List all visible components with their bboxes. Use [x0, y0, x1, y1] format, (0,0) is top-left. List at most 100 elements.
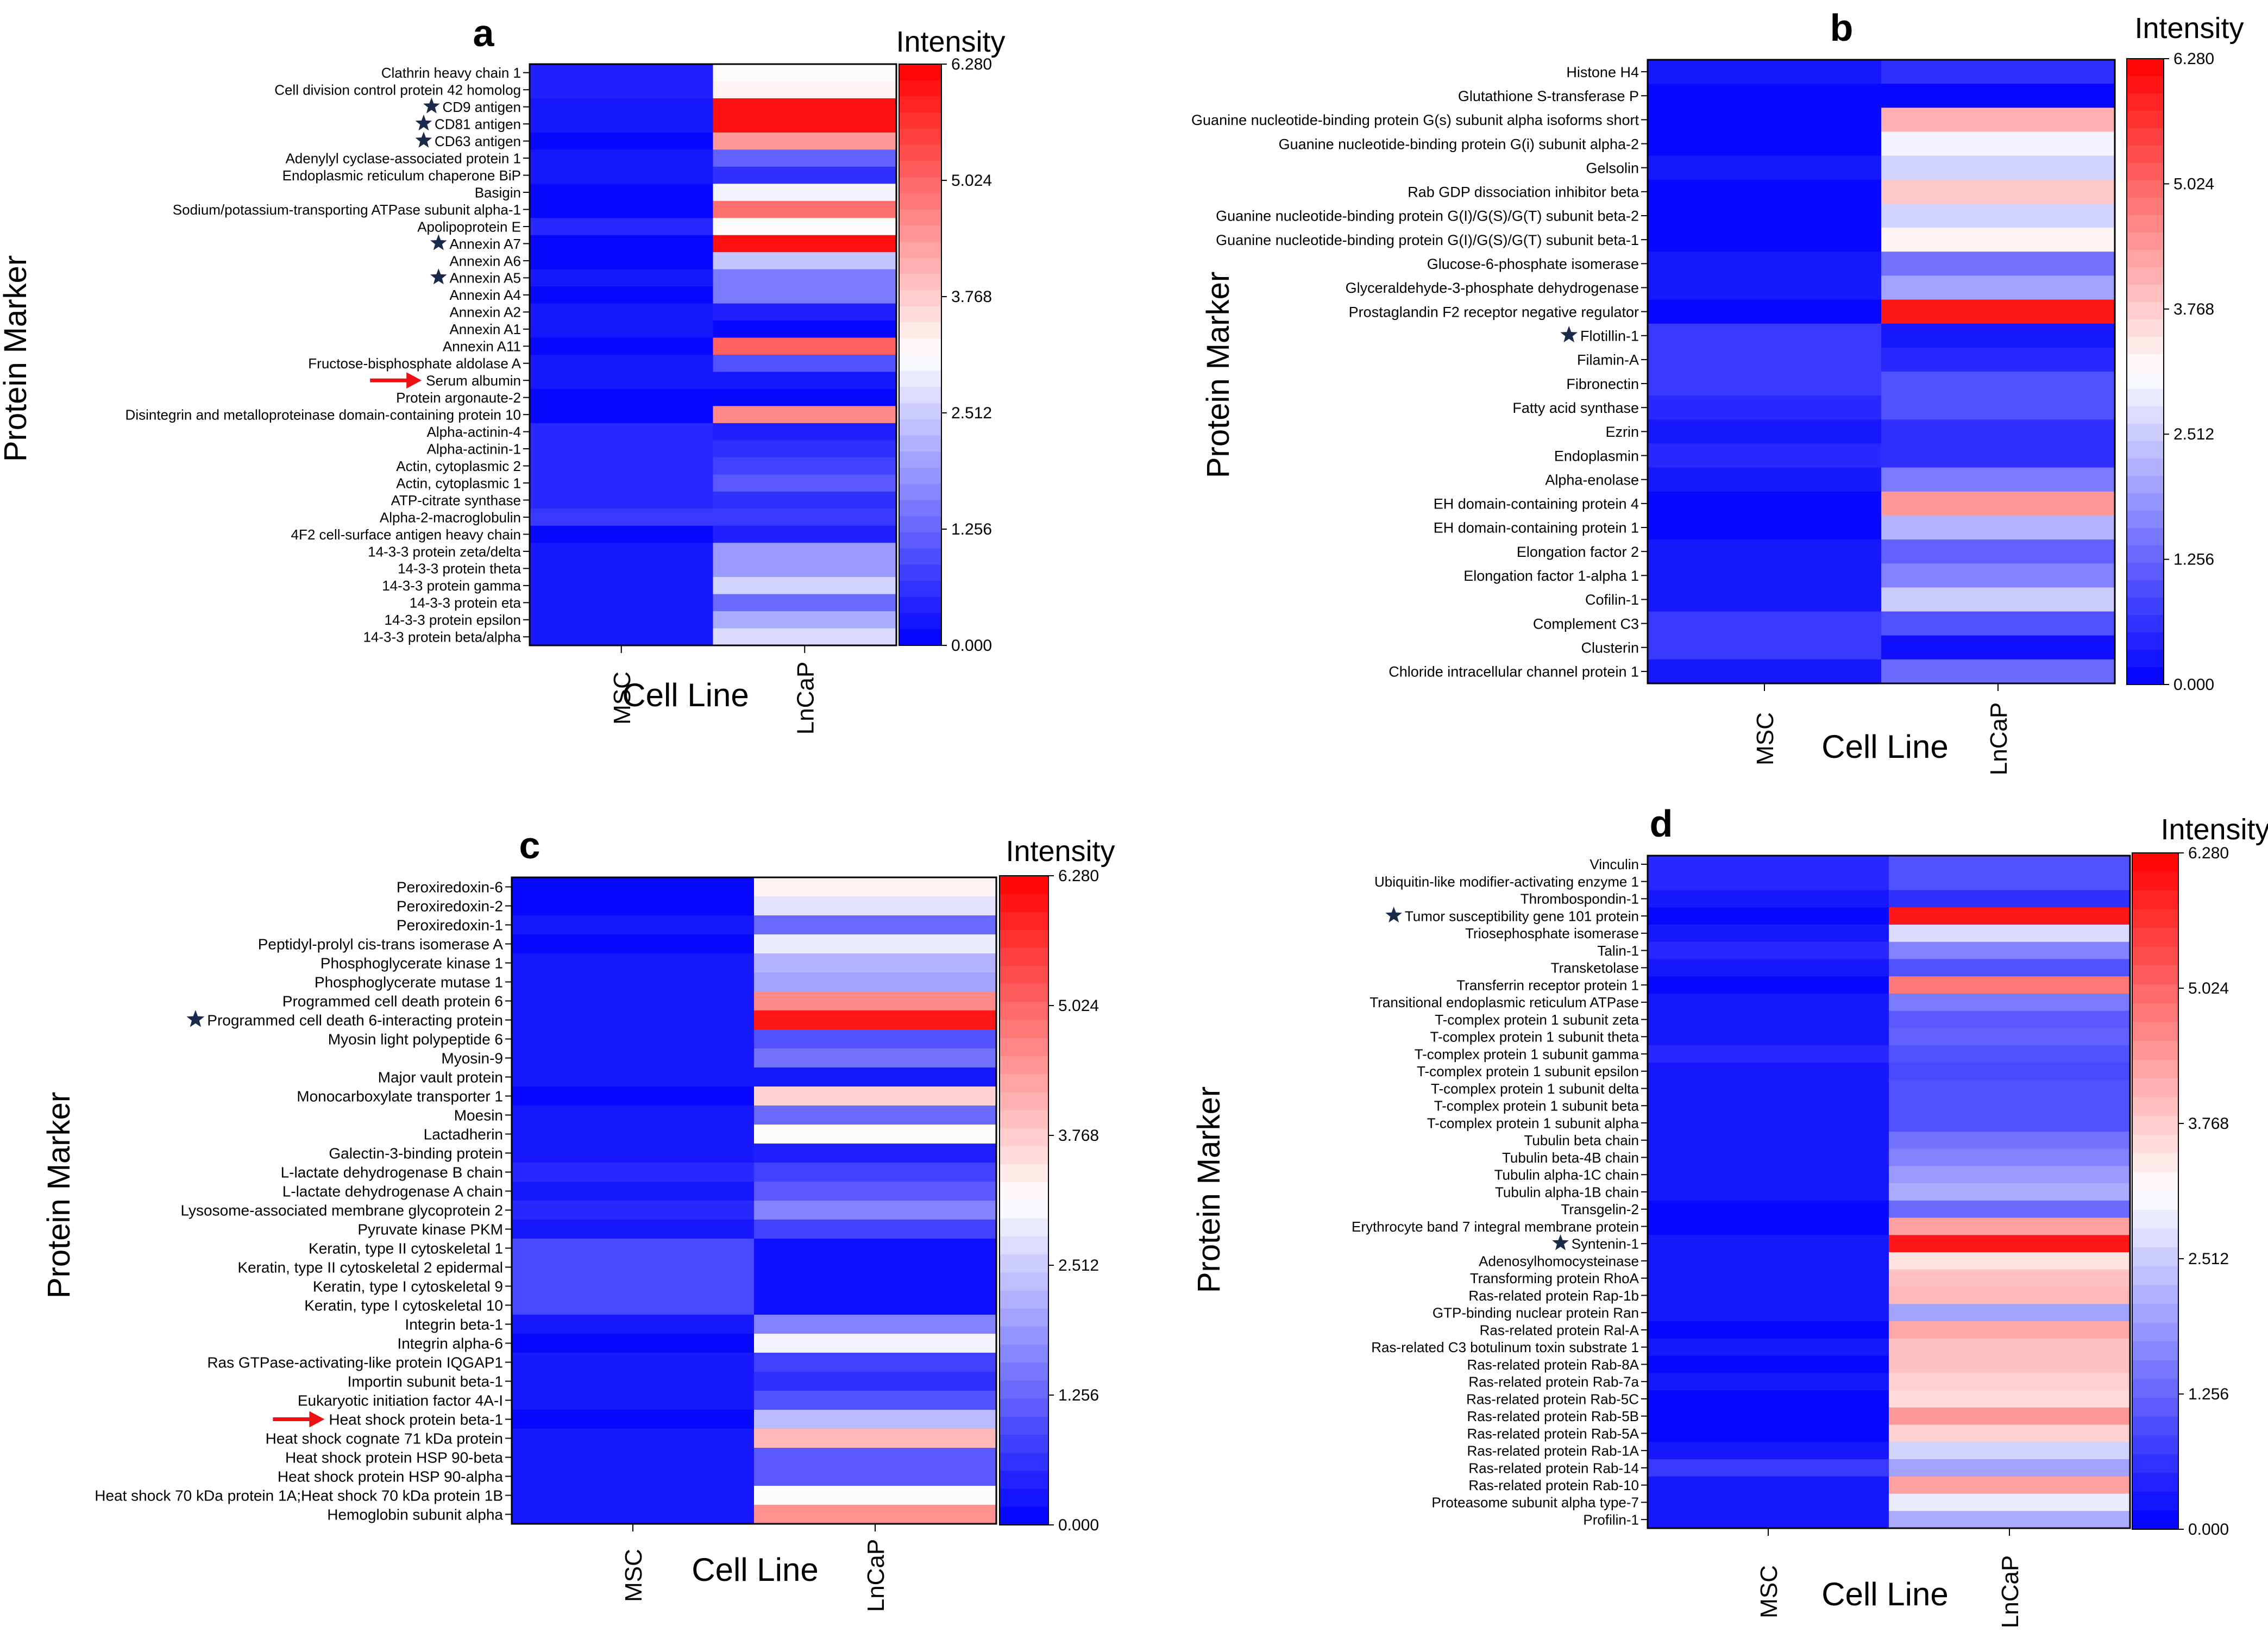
heatmap-cell	[530, 115, 714, 133]
heatmap-cell	[1889, 1252, 2131, 1270]
heatmap-cell	[530, 628, 714, 646]
legend-swatch	[2132, 1134, 2178, 1154]
row-label: Fructose-bisphosphate aldolase A	[308, 355, 521, 372]
row-label: Gelsolin	[1586, 160, 1639, 176]
heatmap-cell	[1881, 587, 2115, 612]
legend-swatch	[1000, 1345, 1048, 1364]
legend-swatch	[2127, 406, 2164, 424]
legend-swatch	[899, 209, 941, 227]
legend-swatch	[899, 290, 941, 307]
row-label: 14-3-3 protein theta	[398, 561, 521, 577]
heatmap-cell	[754, 1029, 997, 1049]
heatmap-panel-b: b Histone H4 Glutathione S-transferase P Gu…	[1191, 7, 2244, 775]
legend-swatch	[2127, 59, 2164, 77]
row-label: Heat shock protein HSP 90-alpha	[278, 1468, 503, 1485]
y-axis-title: Protein Marker	[41, 1092, 77, 1298]
x-axis-title: Cell Line	[1821, 1576, 1948, 1612]
heatmap-cell	[1889, 1286, 2131, 1305]
heatmap-cell	[1889, 1304, 2131, 1322]
legend-swatch	[1000, 1164, 1048, 1183]
row-label: Keratin, type II cytoskeletal 1	[309, 1240, 503, 1257]
heatmap-cell	[754, 1258, 997, 1277]
star-icon	[423, 97, 440, 114]
heatmap-cell	[1889, 924, 2131, 943]
legend-tick-label: 5.024	[2173, 175, 2214, 193]
legend-swatch	[1000, 1074, 1048, 1093]
heatmap-cell	[1648, 1355, 1889, 1374]
row-label: Pyruvate kinase PKM	[357, 1221, 503, 1238]
heatmap-cell	[713, 115, 897, 133]
star-icon	[430, 268, 447, 285]
row-label: Transitional endoplasmic reticulum ATPas…	[1369, 994, 1639, 1010]
legend-swatch	[2127, 459, 2164, 476]
legend-swatch	[2132, 1153, 2178, 1173]
heatmap-cell	[1648, 959, 1889, 977]
heatmap-cell	[512, 1410, 755, 1429]
heatmap-cell	[1889, 907, 2131, 925]
heatmap-cell	[1648, 1062, 1889, 1081]
heatmap-cell	[713, 149, 897, 167]
legend-tick-label: 0.000	[2173, 676, 2214, 694]
legend-frame	[2132, 852, 2179, 1530]
heatmap-cell	[713, 474, 897, 492]
legend-swatch	[2127, 233, 2164, 250]
row-label: Guanine nucleotide-binding protein G(I)/…	[1216, 208, 1639, 224]
heatmap-cell	[1648, 1269, 1889, 1288]
heatmap-cell	[1889, 1217, 2131, 1236]
heatmap-cell	[1648, 1235, 1889, 1253]
row-label: Actin, cytoplasmic 2	[396, 458, 521, 474]
legend-tick-label: 6.280	[2173, 50, 2214, 68]
heatmap-cell	[1648, 856, 1889, 874]
y-axis-title: Protein Marker	[1201, 272, 1236, 478]
row-label: Tubulin alpha-1B chain	[1495, 1184, 1639, 1200]
heatmap-cell	[754, 1182, 997, 1201]
heatmap-cell	[754, 1334, 997, 1353]
row-label: CD81 antigen	[435, 116, 521, 133]
legend-swatch	[2127, 632, 2164, 650]
legend-swatch	[899, 80, 941, 97]
star-icon	[1552, 1234, 1569, 1251]
row-label: Alpha-2-macroglobulin	[380, 509, 521, 525]
row-label: Triosephosphate isomerase	[1465, 925, 1639, 941]
row-label: Elongation factor 1-alpha 1	[1463, 568, 1639, 584]
heatmap-cell	[530, 149, 714, 167]
legend-tick-label: 3.768	[2173, 300, 2214, 318]
row-label: Actin, cytoplasmic 1	[396, 475, 521, 491]
legend-swatch	[899, 145, 941, 162]
heatmap-cell	[1889, 1166, 2131, 1184]
heatmap-cell	[713, 457, 897, 475]
heatmap-cell	[1889, 1114, 2131, 1132]
heatmap-cell	[1881, 155, 2115, 180]
legend-tick-label: 5.024	[1058, 997, 1099, 1015]
heatmap-frame	[1647, 855, 2131, 1529]
heatmap-cell	[754, 1125, 997, 1144]
legend-swatch	[1000, 965, 1048, 984]
heatmap-cell	[512, 1125, 755, 1144]
legend-swatch	[2127, 285, 2164, 303]
heatmap-cell	[1648, 1217, 1889, 1236]
legend-swatch	[899, 338, 941, 355]
row-label: Annexin A11	[443, 338, 521, 355]
legend-title: Intensity	[2134, 12, 2244, 45]
heatmap-cell	[1648, 1442, 1889, 1460]
heatmap-cell	[1889, 1183, 2131, 1201]
heatmap-cell	[1648, 84, 1882, 109]
row-label: T-complex protein 1 subunit zeta	[1435, 1012, 1639, 1028]
heatmap-cell	[754, 1391, 997, 1410]
legend-swatch	[2127, 354, 2164, 372]
legend-tick-label: 1.256	[951, 520, 992, 538]
heatmap-cell	[1648, 924, 1889, 943]
legend-swatch	[1000, 876, 1048, 894]
heatmap-cell	[1881, 299, 2115, 324]
legend-tick-label: 3.768	[1058, 1127, 1099, 1145]
heatmap-cell	[754, 1467, 997, 1486]
legend-swatch	[899, 241, 941, 259]
row-label: Phosphoglycerate kinase 1	[321, 955, 503, 972]
heatmap-cell	[754, 1353, 997, 1372]
heatmap-cell	[1648, 203, 1882, 228]
legend-swatch	[2132, 890, 2178, 910]
legend-swatch	[1000, 1435, 1048, 1454]
heatmap-cell	[1889, 1459, 2131, 1477]
heatmap-cell	[754, 991, 997, 1011]
heatmap-cell	[530, 372, 714, 390]
